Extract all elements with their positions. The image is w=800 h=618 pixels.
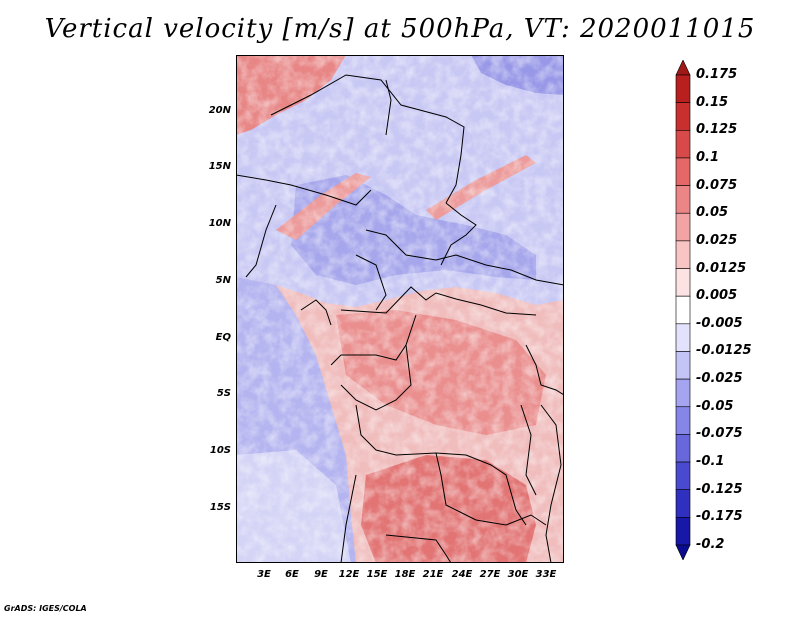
lat-label-5n: 5N	[215, 275, 231, 286]
colorbar-segment	[675, 74, 691, 103]
lon-label-9e: 9E	[314, 569, 328, 580]
colorbar-label: -0.2	[696, 537, 725, 552]
colorbar-label: -0.1	[696, 454, 725, 470]
colorbar-label: 0.0125	[696, 260, 747, 276]
colorbar-label: -0.005	[696, 315, 743, 331]
colorbar-label: -0.05	[696, 398, 734, 414]
colorbar-label: -0.175	[696, 509, 743, 525]
colorbar-label: 0.075	[696, 177, 738, 193]
colorbar-segment	[675, 434, 691, 463]
vertical-velocity-map	[236, 55, 564, 563]
lon-label-15e: 15E	[366, 569, 388, 580]
lat-label-eq: EQ	[215, 332, 231, 343]
colorbar-segment	[675, 517, 691, 546]
colorbar-segment	[675, 295, 691, 325]
lat-label-10s: 10S	[209, 445, 231, 456]
colorbar-segment	[675, 268, 691, 297]
lat-label-5s: 5S	[216, 388, 231, 399]
colorbar-segment	[675, 461, 691, 491]
lon-label-21e: 21E	[422, 569, 444, 580]
colorbar-label: -0.125	[696, 481, 743, 497]
colorbar-segment	[675, 351, 691, 380]
colorbar-segment	[675, 102, 691, 131]
lat-label-10n: 10N	[208, 218, 231, 229]
grads-credit: GrADS: IGES/COLA	[4, 604, 87, 613]
colorbar-segment	[675, 378, 691, 408]
colorbar-segment	[675, 157, 691, 186]
lat-label-15s: 15S	[209, 502, 231, 513]
colorbar-segment	[675, 323, 691, 352]
colorbar-label: 0.125	[696, 122, 738, 138]
colorbar-segment	[675, 544, 691, 560]
lon-label-18e: 18E	[394, 569, 416, 580]
lat-label-20n: 20N	[208, 105, 231, 116]
lon-label-12e: 12E	[338, 569, 360, 580]
colorbar	[675, 60, 691, 560]
colorbar-segment	[675, 240, 691, 269]
country-borders	[236, 74, 564, 563]
lon-label-33e: 33E	[535, 569, 557, 580]
colorbar-segment	[675, 185, 691, 214]
map-noise-texture	[236, 55, 564, 563]
colorbar-segment	[675, 60, 691, 76]
colorbar-label: 0.1	[696, 149, 720, 165]
colorbar-segment	[675, 212, 691, 242]
lon-label-27e: 27E	[479, 569, 501, 580]
chart-title: Vertical velocity [m/s] at 500hPa, VT: 2…	[44, 14, 756, 44]
colorbar-segment	[675, 129, 691, 159]
colorbar-label: 0.05	[696, 205, 729, 221]
colorbar-label: 0.025	[696, 232, 738, 248]
colorbar-label: -0.0125	[696, 343, 752, 359]
colorbar-segment	[675, 406, 691, 435]
colorbar-segment	[675, 489, 691, 518]
colorbar-label: 0.15	[696, 94, 729, 110]
map-frame	[236, 55, 564, 563]
colorbar-label: 0.175	[696, 67, 738, 82]
lat-label-15n: 15N	[208, 161, 231, 172]
lon-label-30e: 30E	[507, 569, 529, 580]
colorbar-label: 0.005	[696, 288, 738, 304]
colorbar-label: -0.025	[696, 371, 743, 387]
lon-label-6e: 6E	[285, 569, 299, 580]
colorbar-label: -0.075	[696, 426, 743, 442]
lon-label-3e: 3E	[257, 569, 271, 580]
lon-label-24e: 24E	[451, 569, 473, 580]
